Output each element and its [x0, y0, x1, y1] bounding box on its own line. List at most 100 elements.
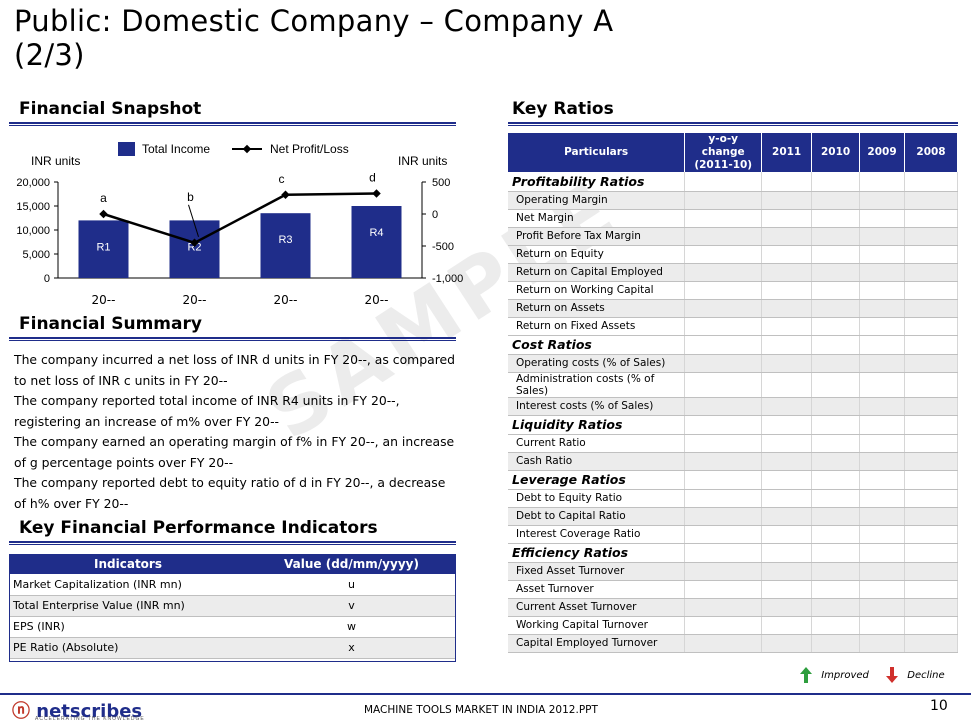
ratio-cell: [859, 354, 906, 373]
financial-snapshot-chart: Total Income Net Profit/Loss INR units I…: [16, 142, 463, 307]
ratio-cell: [684, 191, 763, 210]
ratio-cell: [811, 281, 861, 300]
kpi-table-border: [9, 554, 456, 662]
ratio-cell: [811, 191, 861, 210]
ratio-cell: [811, 263, 861, 282]
ratio-cell: [904, 616, 958, 635]
ratio-cell: [811, 172, 861, 192]
ratio-cell: [684, 281, 763, 300]
ratio-row: Operating costs (% of Sales): [508, 354, 958, 373]
key-ratios-table: Particulars y-o-y change (2011-10) 2011 …: [508, 133, 958, 653]
ratio-cell: [811, 335, 861, 355]
line-point-label: d: [369, 171, 376, 185]
ratio-cell: [761, 354, 813, 373]
ratio-cell: [904, 335, 958, 355]
x-tick-label: 20--: [92, 293, 116, 307]
ratio-label: Return on Equity: [508, 245, 686, 264]
ratio-cell: [811, 372, 861, 398]
bar-label: R4: [369, 227, 383, 239]
ratios-header-2008: 2008: [904, 133, 958, 172]
ratio-cell: [859, 616, 906, 635]
ratio-cell: [761, 317, 813, 336]
left-tick-label: 20,000: [16, 177, 50, 189]
page-title: Public: Domestic Company – Company A (2/…: [14, 4, 714, 72]
chart-legend: Total Income Net Profit/Loss: [118, 142, 349, 156]
bar: [78, 220, 129, 278]
left-tick-label: 0: [44, 273, 50, 285]
ratio-cell: [859, 317, 906, 336]
ratio-label: Profit Before Tax Margin: [508, 227, 686, 246]
line-point: [99, 209, 108, 219]
ratio-cell: [859, 470, 906, 490]
ratio-cell: [761, 507, 813, 526]
ratio-category: Profitability Ratios: [508, 172, 686, 192]
line-point-label: b: [187, 190, 194, 204]
ratio-row: Return on Assets: [508, 299, 958, 318]
ratio-cell: [859, 543, 906, 563]
kpi-label: PE Ratio (Absolute): [9, 637, 247, 659]
summary-line: The company reported total income of INR…: [14, 393, 400, 408]
ratio-label: Fixed Asset Turnover: [508, 562, 686, 581]
bar-label: R3: [278, 234, 292, 246]
logo-text: netscribes: [36, 701, 143, 722]
ratio-category: Cost Ratios: [508, 335, 686, 355]
ratio-cell: [859, 299, 906, 318]
ratio-category: Liquidity Ratios: [508, 415, 686, 435]
ratio-cell: [904, 543, 958, 563]
decline-label: Decline: [907, 670, 945, 681]
title-line-1: Public: Domestic Company – Company A: [14, 4, 614, 38]
bar-label: R1: [96, 241, 110, 253]
ratio-cell: [859, 489, 906, 508]
ratio-category-row: Liquidity Ratios: [508, 415, 958, 435]
ratio-cell: [684, 209, 763, 228]
ratio-cell: [811, 525, 861, 544]
kpi-header-value: Value (dd/mm/yyyy): [247, 554, 456, 574]
ratio-cell: [761, 452, 813, 471]
ratio-cell: [684, 245, 763, 264]
ratio-label: Asset Turnover: [508, 580, 686, 599]
kpi-label: Market Capitalization (INR mn): [9, 574, 247, 596]
ratio-cell: [761, 470, 813, 490]
ratio-cell: [684, 317, 763, 336]
ratio-cell: [761, 543, 813, 563]
ratio-cell: [811, 354, 861, 373]
ratio-cell: [684, 489, 763, 508]
ratio-label: Return on Assets: [508, 299, 686, 318]
ratio-row: Current Ratio: [508, 434, 958, 453]
ratio-cell: [761, 281, 813, 300]
ratio-cell: [811, 470, 861, 490]
line-point-label: a: [100, 191, 107, 205]
ratio-cell: [761, 397, 813, 416]
ratio-cell: [811, 434, 861, 453]
legend-marker-net-profit: [242, 144, 252, 154]
ratio-cell: [761, 372, 813, 398]
ratio-category-row: Profitability Ratios: [508, 172, 958, 192]
ratio-cell: [761, 489, 813, 508]
ratio-cell: [811, 227, 861, 246]
improved-arrow-icon: [800, 667, 812, 683]
table-row: EPS (INR) w: [9, 616, 456, 638]
ratio-cell: [904, 598, 958, 617]
left-axis-label: INR units: [31, 154, 80, 168]
ratio-label: Administration costs (% of Sales): [508, 372, 686, 398]
kpi-value: w: [247, 616, 456, 638]
ratio-cell: [811, 507, 861, 526]
ratio-row: Operating Margin: [508, 191, 958, 210]
ratio-cell: [904, 634, 958, 653]
ratio-cell: [684, 172, 763, 192]
ratio-cell: [811, 317, 861, 336]
ratio-cell: [761, 335, 813, 355]
ratio-cell: [684, 616, 763, 635]
ratio-cell: [684, 525, 763, 544]
ratio-label: Return on Fixed Assets: [508, 317, 686, 336]
ratio-category: Leverage Ratios: [508, 470, 686, 490]
ratio-label: Operating Margin: [508, 191, 686, 210]
ratio-row: Return on Fixed Assets: [508, 317, 958, 336]
ratio-cell: [761, 634, 813, 653]
ratios-header-2011: 2011: [761, 133, 813, 172]
right-tick-label: 500: [432, 177, 450, 189]
ratio-category: Efficiency Ratios: [508, 543, 686, 563]
ratio-cell: [859, 209, 906, 228]
ratios-title: Key Ratios: [512, 99, 614, 119]
line-point: [281, 190, 290, 200]
